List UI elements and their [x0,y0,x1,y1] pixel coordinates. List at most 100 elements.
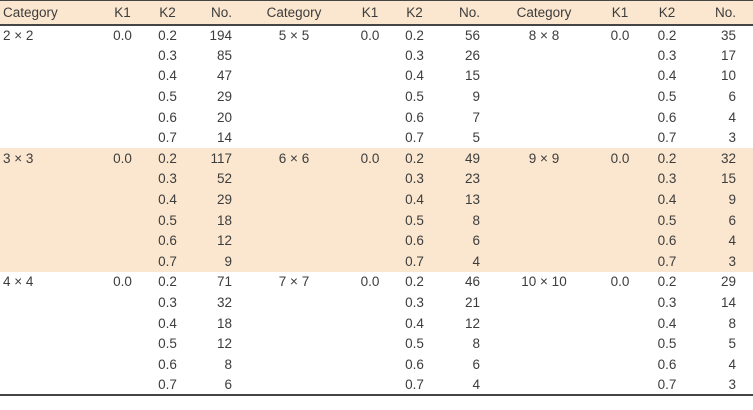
table-cell: 0.7 [158,376,177,392]
table-cell [100,333,145,354]
table-cell [598,86,642,107]
table-cell: 0.4 [405,192,424,208]
table-cell [0,292,100,313]
table-cell [348,189,392,210]
table-cell [598,169,642,190]
table-cell: 9 [472,89,480,105]
table-cell: 32 [216,295,232,311]
table-cell: 0.7 [657,130,677,146]
table-cell [348,230,392,251]
table-cell: 4 [728,109,736,125]
table-cell [490,354,598,375]
table-cell [240,86,348,107]
table-cell: 0.2 [405,274,424,290]
table-cell [240,189,348,210]
table-cell [490,169,598,190]
table-cell: 0.4 [657,192,677,208]
table-cell: 21 [464,295,480,311]
table-cell: 0.6 [657,109,677,125]
table-cell [598,230,642,251]
table-cell [240,375,348,396]
table-row: 3 × 3 0.0 0.2 117 6 × 6 0.0 0.2 49 9 × 9 0.0 0.2 32 [0,148,753,169]
table-cell: 18 [216,212,232,228]
table-cell [100,86,145,107]
table-cell [240,333,348,354]
table-cell: 0.2 [405,27,424,43]
table-cell: 10 [720,68,736,84]
column-header-k1-1: K1 [114,4,131,20]
column-header-k1-2: K1 [361,4,379,20]
table-cell: 12 [216,336,232,352]
table-row: 4 × 4 0.0 0.2 71 7 × 7 0.0 0.2 46 10 × 10 0.0 0.2 2… [0,272,753,293]
table-cell [348,107,392,128]
table-cell [0,251,100,272]
table-cell: 0.0 [113,274,132,290]
table-cell [0,313,100,334]
table-cell: 14 [720,295,736,311]
table-cell [490,127,598,148]
table-cell: 56 [464,27,480,43]
table-cell: 32 [720,150,736,166]
table-cell: 0.3 [158,47,177,63]
table-row: 0.7 9 0.7 4 0.7 3 [0,251,753,272]
column-header-k1-3: K1 [611,4,629,20]
table-cell: 23 [464,171,480,187]
table-cell: 0.4 [405,315,424,331]
table-cell: 0.7 [657,253,677,269]
table-cell [598,210,642,231]
column-header-category-2: Category [266,4,322,20]
table-cell: 0.4 [405,68,424,84]
table-cell [348,127,392,148]
table-cell [0,333,100,354]
table-cell: 0.3 [405,47,424,63]
table-cell [100,230,145,251]
table-cell [0,45,100,66]
table-cell [240,251,348,272]
table-cell: 0.0 [113,150,132,166]
table-row: 0.4 18 0.4 12 0.4 8 [0,313,753,334]
table-cell: 0.5 [657,336,677,352]
table-cell: 13 [464,192,480,208]
table-cell [490,333,598,354]
table-cell: 8 [224,356,232,372]
table-cell [490,189,598,210]
table-cell: 0.5 [405,336,424,352]
column-header-k2-2: K2 [406,4,423,20]
table-cell: 194 [209,27,232,43]
table-cell [598,127,642,148]
table-cell: 0.3 [405,171,424,187]
table-cell: 7 [472,109,480,125]
table-cell: 0.6 [158,233,177,249]
table-cell: 0.3 [657,47,677,63]
table-cell [240,66,348,87]
table-cell: 0.2 [657,27,677,43]
table-cell: 0.3 [657,171,677,187]
column-header-k2-1: K2 [159,4,176,20]
table-cell: 0.0 [360,274,380,290]
table-header: Category K1 K2 No. Category K1 K2 No. Ca… [0,0,753,25]
table-cell: 117 [210,150,232,166]
table-cell [100,375,145,396]
table-cell: 6 [472,233,480,249]
table-cell [100,313,145,334]
table-cell: 3 × 3 [3,150,34,166]
table-cell [490,86,598,107]
table-cell: 0.5 [657,89,677,105]
table-cell: 17 [720,47,736,63]
table-cell: 5 [472,130,480,146]
table-cell [598,313,642,334]
table-cell [100,210,145,231]
table-cell: 0.0 [360,27,380,43]
table-cell [100,189,145,210]
table-cell: 8 [472,336,480,352]
table-cell: 0.3 [158,171,177,187]
table-cell: 12 [216,233,232,249]
table-cell [240,210,348,231]
table-row: 0.3 52 0.3 23 0.3 15 [0,168,753,190]
table-cell: 5 [728,336,736,352]
table-cell: 0.3 [405,295,424,311]
table-cell [348,333,392,354]
table-cell: 0.7 [657,376,677,392]
table-cell: 0.5 [405,212,424,228]
column-header-no-1: No. [210,4,232,20]
